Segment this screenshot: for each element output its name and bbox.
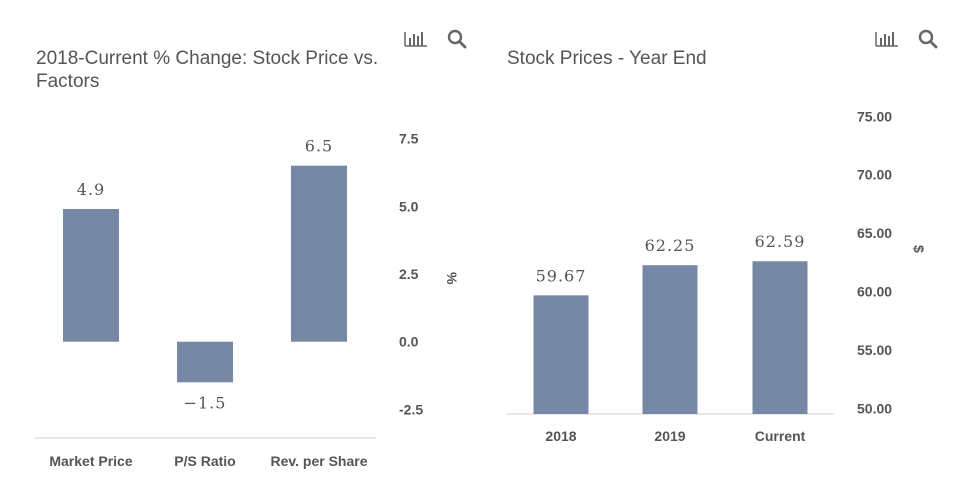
chart2-bar[interactable]: [642, 265, 698, 414]
chart2-category-label: Current: [755, 428, 806, 444]
chart1-data-label: 4.9: [77, 180, 105, 199]
chart1-data-label: 6.5: [305, 137, 333, 156]
search-icon[interactable]: [447, 29, 467, 49]
bar-chart-icon[interactable]: [404, 30, 428, 48]
chart2-y-tick-label: 50.00: [857, 400, 892, 416]
chart1-y-tick-label: -2.5: [399, 401, 423, 417]
chart2-data-label: 62.59: [755, 232, 806, 251]
chart1-y-unit: %: [444, 272, 460, 285]
chart2-bar[interactable]: [533, 295, 589, 414]
chart2-data-label: 62.25: [645, 236, 696, 255]
chart2-category-label: 2018: [545, 428, 576, 444]
chart2-y-tick-label: 55.00: [857, 342, 892, 358]
chart2-bar[interactable]: [752, 261, 808, 414]
chart1-y-tick-label: 7.5: [399, 131, 419, 147]
chart2-y-tick-label: 65.00: [857, 225, 892, 241]
chart1-category-label: Rev. per Share: [270, 453, 367, 469]
chart2-y-tick-label: 75.00: [857, 108, 892, 124]
chart2-y-tick-label: 60.00: [857, 284, 892, 300]
chart2-title: Stock Prices - Year End: [507, 48, 707, 69]
chart1-category-label: P/S Ratio: [174, 453, 235, 469]
chart2-data-label: 59.67: [536, 266, 587, 285]
chart1-bar[interactable]: [63, 209, 119, 342]
chart1-data-label: −1.5: [184, 393, 227, 412]
chart2-y-unit: $: [911, 245, 927, 253]
chart1-bar[interactable]: [177, 341, 233, 383]
chart1-category-label: Market Price: [49, 453, 132, 469]
search-icon[interactable]: [918, 29, 938, 49]
chart1-title-line2: Factors: [36, 71, 99, 92]
chart1-plot: -2.5 0.0 2.5 5.0 7.5 4.9 Market Price −1.5 P/S R…: [35, 131, 423, 469]
chart2-plot: 50.00 55.00 60.00 65.00 70.00 75.00 59.67 2018 6…: [507, 108, 892, 444]
chart1-y-tick-label: 5.0: [399, 198, 419, 214]
chart1-y-tick-label: 0.0: [399, 334, 419, 350]
chart1-y-tick-label: 2.5: [399, 266, 419, 282]
bar-chart-icon[interactable]: [875, 30, 899, 48]
chart1-title-line1: 2018-Current % Change: Stock Price vs.: [36, 48, 378, 69]
chart1-bar[interactable]: [291, 165, 347, 342]
chart2-y-tick-label: 70.00: [857, 167, 892, 183]
chart2-category-label: 2019: [654, 428, 685, 444]
